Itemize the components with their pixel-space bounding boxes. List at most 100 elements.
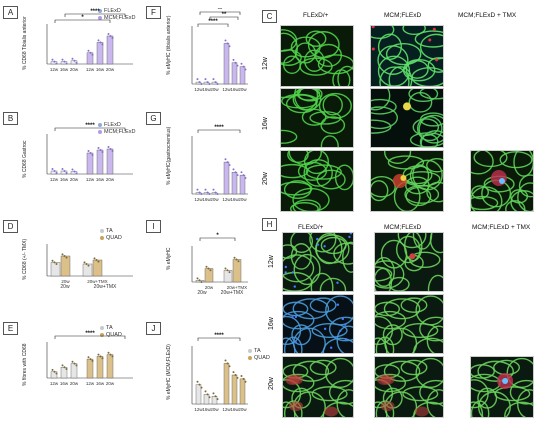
point-d-0-1-2 [65,256,68,259]
point-i-0-0-0 [196,277,199,280]
sig-b-1-bracket [54,127,126,131]
sig-e-1-stars: **** [85,331,95,337]
point-g-0-0-2 [200,193,203,195]
point-j-4-1-0 [232,371,235,374]
m4-image [371,89,443,147]
point-a-4-1-1 [99,41,102,44]
bar-j-2-0 [211,396,218,405]
tick-j-3: 12w [222,407,231,412]
sig-j-1-stars: **** [214,333,224,339]
chart-i-group-0: 20w [197,290,207,296]
point-a-5-1-0 [107,33,110,35]
point-b-5-1-0 [107,146,110,148]
point-j-1-0-0 [204,390,207,393]
point-g-1-0-1 [206,191,209,194]
header-h-3: MCM;FLExD + TMX [472,224,531,231]
micrograph-c-flexd-16w [280,88,354,148]
point-g-2-0-0 [212,188,215,191]
micrograph-h-mcm-20w [374,356,444,418]
sig-i-1-stars: * [216,233,219,239]
sig-f-2-bracket [209,16,239,20]
chart-e: 12w 16w 20w 12w 16w 20w**** [46,331,133,386]
point-g-1-0-2 [208,193,211,195]
point-e-4-1-2 [101,357,104,360]
point-g-4-0-0 [232,168,235,171]
point-i-1-0-0 [224,267,227,270]
ylabel-j: % eMyHC (MCM;FLExD) [166,344,172,400]
point-j-0-0-2 [200,386,203,389]
point-a-3-1-2 [91,53,94,56]
point-a-2-0-2 [75,61,78,64]
sig-f-2-stars: ** [222,12,227,18]
chart-i-group-1: 20w+TMX [221,290,244,296]
sig-a-1-bracket [54,19,111,23]
point-a-5-1-2 [111,37,114,39]
micrograph-h-mcm-12w [374,232,444,292]
point-j-3-1-0 [224,359,227,362]
panel-label-b: B [3,112,18,125]
point-a-1-0-0 [61,58,64,61]
point-f-1-0-1 [206,81,209,84]
point-d-0-1-0 [61,253,64,256]
point-f-0-0-1 [198,81,201,84]
micrograph-h-flexd-12w [282,232,354,292]
tick-e-1: 16w [60,381,69,386]
legend-j: TA QUAD [248,348,270,362]
point-b-5-1-2 [111,150,114,152]
tick-g-5: 20w [238,197,247,202]
bar-e-4-1 [96,356,104,379]
point-e-5-1-1 [109,353,112,356]
m2-image [371,26,443,86]
bar-i-0-1 [204,268,214,283]
tick-e-0: 12w [50,381,59,386]
point-f-2-0-1 [214,81,217,84]
legend-d: TA QUAD [100,228,122,242]
point-i-1-1-0 [233,256,236,259]
point-j-2-0-2 [216,398,219,401]
point-i-1-1-1 [235,258,238,261]
m11-image [375,295,443,353]
bar-j-0-0 [195,384,202,405]
tick-a-2: 20w [70,67,79,72]
tick-g-3: 12w [222,197,231,202]
point-b-5-1-1 [109,148,112,150]
panel-label-i: I [146,220,161,233]
point-b-4-1-1 [99,149,102,151]
point-f-5-0-2 [244,68,247,71]
row-h-1: 12w [268,255,275,268]
row-c-3: 20w [262,172,269,185]
bar-g-4-0 [231,172,238,195]
legend-b-1: FLExD [104,122,121,128]
header-c-2: MCM;FLExD [384,12,422,19]
point-j-2-0-0 [212,392,215,395]
legend-a-2: MCM;FLExD [104,15,136,21]
point-b-2-0-2 [75,172,78,175]
tick-e-3: 12w [86,381,95,386]
legend-e: TA QUAD [100,325,122,339]
point-a-2-0-1 [73,59,76,62]
point-d-1-0-0 [83,261,86,264]
point-e-0-0-0 [51,368,54,371]
tick-f-0: 12w [194,87,203,92]
header-h-2: MCM;FLExD [384,224,422,231]
point-d-0-0-1 [53,261,56,264]
legend-d-1: TA [106,228,113,234]
point-e-3-1-0 [87,356,90,359]
point-i-0-0-1 [198,279,201,282]
chart-d-group-1: 20w+TMX [94,284,117,290]
point-j-4-1-2 [236,376,239,379]
panel-label-a: A [3,6,18,19]
point-i-1-0-2 [228,271,231,274]
point-a-0-0-0 [51,58,54,61]
bar-j-3-1 [223,363,230,405]
point-f-5-0-0 [240,62,243,65]
row-c-1: 12w [262,57,269,70]
point-e-3-1-1 [89,358,92,361]
m5-image [281,151,353,211]
point-d-0-1-1 [63,255,66,257]
tick-b-3: 12w [86,177,95,182]
point-e-4-1-1 [99,355,102,358]
point-f-4-0-1 [234,61,237,64]
point-b-4-1-2 [101,151,104,153]
sig-f-1-stars: **** [208,19,218,25]
